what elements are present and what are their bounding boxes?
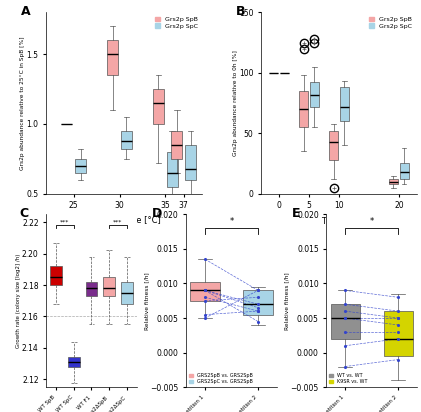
Y-axis label: Relative fitness [/h]: Relative fitness [/h] <box>144 272 149 330</box>
Legend: Grs2p SpB, Grs2p SpC: Grs2p SpB, Grs2p SpC <box>368 16 414 30</box>
Point <box>395 329 402 335</box>
Point <box>255 304 261 311</box>
Y-axis label: Relative fitness [/h]: Relative fitness [/h] <box>284 272 289 330</box>
Point <box>342 315 349 321</box>
PathPatch shape <box>310 82 319 107</box>
Point <box>202 294 208 301</box>
Text: E: E <box>292 207 301 220</box>
Point <box>395 308 402 314</box>
Text: *: * <box>229 217 234 226</box>
PathPatch shape <box>75 159 86 173</box>
Point <box>395 315 402 321</box>
Y-axis label: Grs2p abundance relative to 25°C in SpB [%]: Grs2p abundance relative to 25°C in SpB … <box>20 36 25 170</box>
Point <box>255 308 261 314</box>
Point <box>395 322 402 328</box>
Point <box>255 294 261 301</box>
Point <box>395 356 402 363</box>
Point <box>202 311 208 318</box>
Text: *: * <box>370 217 374 226</box>
Legend: WT vs. WT, K9SR vs. WT: WT vs. WT, K9SR vs. WT <box>329 373 368 385</box>
Point <box>342 315 349 321</box>
PathPatch shape <box>167 152 178 187</box>
Point <box>342 329 349 335</box>
PathPatch shape <box>153 89 164 124</box>
PathPatch shape <box>243 290 273 315</box>
Y-axis label: Grs2p abundance relative to 0h [%]: Grs2p abundance relative to 0h [%] <box>232 50 237 156</box>
Legend: GRS2SpB vs. GRS2SpB, GRS2SpC vs. GRS2SpB: GRS2SpB vs. GRS2SpB, GRS2SpC vs. GRS2SpB <box>189 373 253 385</box>
Point <box>202 287 208 294</box>
Text: ***: *** <box>60 220 70 225</box>
PathPatch shape <box>389 179 398 184</box>
PathPatch shape <box>68 357 80 367</box>
PathPatch shape <box>330 304 360 339</box>
PathPatch shape <box>86 282 97 296</box>
PathPatch shape <box>185 145 196 180</box>
Point <box>395 315 402 321</box>
PathPatch shape <box>340 87 349 121</box>
Point <box>202 256 208 262</box>
PathPatch shape <box>190 282 220 301</box>
Point <box>342 287 349 294</box>
PathPatch shape <box>171 131 182 159</box>
Point <box>395 335 402 342</box>
Point <box>342 308 349 314</box>
Point <box>202 287 208 294</box>
Text: A: A <box>21 5 31 18</box>
X-axis label: Temperature [°C]: Temperature [°C] <box>88 216 160 225</box>
Point <box>255 287 261 294</box>
Point <box>342 363 349 370</box>
PathPatch shape <box>329 131 338 160</box>
Point <box>202 297 208 304</box>
Text: ***: *** <box>113 220 123 225</box>
Text: B: B <box>236 5 246 18</box>
Legend: Grs2p SpB, Grs2p SpC: Grs2p SpB, Grs2p SpC <box>153 16 199 30</box>
Text: C: C <box>19 207 28 220</box>
PathPatch shape <box>51 266 62 285</box>
PathPatch shape <box>400 164 409 179</box>
X-axis label: Time [h]: Time [h] <box>321 216 357 225</box>
Point <box>255 318 261 325</box>
Point <box>255 308 261 314</box>
Point <box>255 301 261 307</box>
Point <box>342 342 349 349</box>
Text: D: D <box>152 207 162 220</box>
Point <box>342 301 349 307</box>
Point <box>255 287 261 294</box>
Y-axis label: Growth rate (colony size [log2] /h): Growth rate (colony size [log2] /h) <box>16 253 21 348</box>
Point <box>202 315 208 321</box>
PathPatch shape <box>104 277 115 296</box>
PathPatch shape <box>121 282 133 304</box>
PathPatch shape <box>299 91 308 127</box>
Point <box>202 287 208 294</box>
PathPatch shape <box>121 131 132 149</box>
PathPatch shape <box>384 311 413 356</box>
Point <box>395 294 402 301</box>
PathPatch shape <box>107 40 118 75</box>
